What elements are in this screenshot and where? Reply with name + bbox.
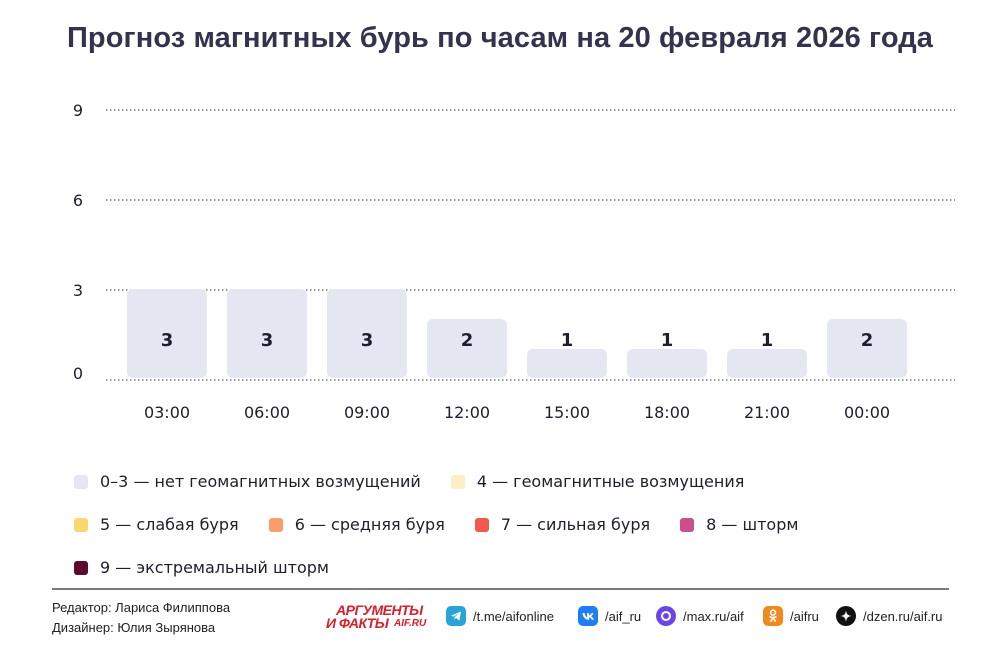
bar-value-label: 1 — [761, 330, 774, 351]
legend-label: 9 — экстремальный шторм — [100, 558, 329, 577]
social-link-max[interactable]: /max.ru/aif — [656, 606, 744, 626]
logo-line-1: АРГУМЕНТЫ — [336, 602, 423, 618]
logo-line-2: И ФАКТЫ — [326, 615, 389, 631]
legend-swatch — [74, 560, 88, 575]
bar-value-label: 2 — [461, 330, 474, 351]
legend-label: 7 — сильная буря — [500, 515, 651, 534]
social-link-telegram[interactable]: /t.me/aifonline — [446, 606, 554, 626]
bar — [627, 349, 707, 378]
x-tick-label: 06:00 — [244, 403, 290, 422]
x-tick-label: 15:00 — [544, 403, 590, 422]
designer-credit: Дизайнер: Юлия Зырянова — [52, 620, 216, 635]
bar — [127, 289, 207, 378]
x-tick-label: 03:00 — [144, 403, 190, 422]
telegram-icon — [446, 606, 466, 626]
legend-label: 0–3 — нет геомагнитных возмущений — [100, 472, 421, 491]
legend-item-storm: 8 — шторм — [680, 515, 798, 534]
y-tick-label: 3 — [73, 281, 83, 300]
bar-chart: 0 3 6 9 3 3 3 2 1 1 1 2 03:00 06:00 09:00 12:00 15:00 1… — [73, 101, 955, 422]
bar — [327, 289, 407, 378]
legend-label: 8 — шторм — [706, 515, 799, 534]
social-link-vk[interactable]: /aif_ru — [578, 606, 641, 626]
credits: Редактор: Лариса Филиппова Дизайнер: Юли… — [52, 598, 230, 638]
legend-swatch — [680, 517, 695, 532]
aif-logo[interactable]: АРГУМЕНТЫ И ФАКТЫ AIF.RU — [326, 602, 436, 632]
y-tick-label: 6 — [73, 191, 83, 210]
legend-item-calm: 0–3 — нет геомагнитных возмущений — [74, 472, 421, 491]
legend: 0–3 — нет геомагнитных возмущений 4 — ге… — [74, 460, 954, 589]
legend-label: 6 — средняя буря — [294, 515, 445, 534]
footer-divider — [52, 588, 949, 590]
x-axis-ticks: 03:00 06:00 09:00 12:00 15:00 18:00 21:00 00:00 — [144, 403, 890, 422]
bar-value-label: 3 — [161, 330, 174, 351]
legend-swatch — [450, 474, 465, 489]
x-tick-label: 00:00 — [844, 403, 890, 422]
y-axis-ticks: 0 3 6 9 — [73, 101, 83, 383]
logo-line-3: AIF.RU — [394, 618, 427, 629]
bar-value-label: 2 — [861, 330, 874, 351]
social-label: /max.ru/aif — [683, 608, 744, 624]
y-tick-label: 9 — [73, 101, 83, 120]
legend-item-medium: 6 — средняя буря — [268, 515, 445, 534]
social-label: /dzen.ru/aif.ru — [863, 608, 943, 624]
x-tick-label: 09:00 — [344, 403, 390, 422]
legend-row: 5 — слабая буря 6 — средняя буря 7 — сил… — [74, 503, 954, 546]
bar — [527, 349, 607, 378]
legend-swatch — [74, 517, 88, 532]
x-tick-label: 12:00 — [444, 403, 490, 422]
bar — [227, 289, 307, 378]
legend-row: 0–3 — нет геомагнитных возмущений 4 — ге… — [74, 460, 954, 503]
social-label: /t.me/aifonline — [473, 608, 554, 624]
social-label: /aif_ru — [605, 608, 642, 624]
legend-row: 9 — экстремальный шторм — [74, 546, 954, 589]
bar — [727, 349, 807, 378]
social-label: /aifru — [790, 608, 819, 624]
odnoklassniki-icon — [763, 606, 783, 626]
bar — [827, 319, 907, 378]
legend-item-weak: 5 — слабая буря — [74, 515, 239, 534]
bar-value-label: 1 — [661, 330, 674, 351]
x-tick-label: 18:00 — [644, 403, 690, 422]
social-link-odnoklassniki[interactable]: /aifru — [763, 606, 819, 626]
bar-value-label: 1 — [561, 330, 574, 351]
legend-swatch — [74, 474, 88, 489]
bar-value-label: 3 — [261, 330, 274, 351]
max-icon — [656, 606, 676, 626]
legend-item-strong: 7 — сильная буря — [474, 515, 651, 534]
bar-value-label: 3 — [361, 330, 374, 351]
legend-item-extreme: 9 — экстремальный шторм — [74, 558, 329, 577]
x-tick-label: 21:00 — [744, 403, 790, 422]
dzen-icon — [836, 606, 856, 626]
legend-swatch — [268, 517, 283, 532]
vk-icon — [578, 606, 598, 626]
y-tick-label: 0 — [73, 364, 83, 383]
bar — [427, 319, 507, 378]
social-link-dzen[interactable]: /dzen.ru/aif.ru — [836, 606, 943, 626]
editor-credit: Редактор: Лариса Филиппова — [52, 600, 231, 615]
bars: 3 3 3 2 1 1 1 2 — [127, 289, 907, 378]
legend-label: 5 — слабая буря — [100, 515, 239, 534]
chart-title: Прогноз магнитных бурь по часам на 20 фе… — [66, 22, 934, 54]
legend-item-disturbance: 4 — геомагнитные возмущения — [450, 472, 745, 491]
legend-swatch — [474, 517, 489, 532]
legend-label: 4 — геомагнитные возмущения — [476, 472, 745, 491]
